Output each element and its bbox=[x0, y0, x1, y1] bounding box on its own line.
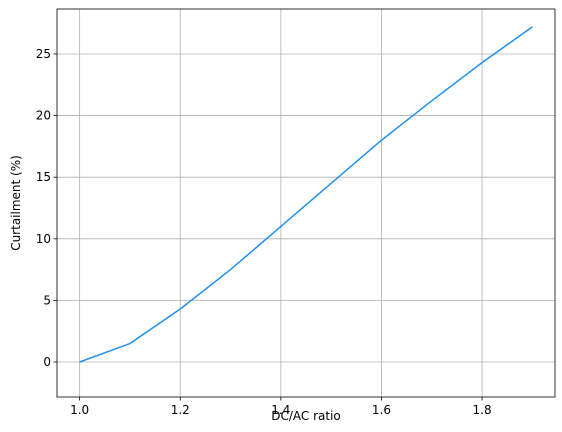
plot-area bbox=[57, 9, 555, 397]
y-tick-label: 5 bbox=[43, 293, 51, 307]
line bbox=[79, 26, 533, 363]
x-tick-label: 1.8 bbox=[473, 403, 492, 417]
y-tick-label: 20 bbox=[36, 109, 51, 123]
y-tick-label: 25 bbox=[36, 47, 51, 61]
y-tick-label: 15 bbox=[36, 170, 51, 184]
x-tick-label: 1.2 bbox=[171, 403, 190, 417]
x-tick-label: 1.6 bbox=[372, 403, 391, 417]
plot-frame bbox=[56, 8, 556, 398]
y-tick-label: 10 bbox=[36, 232, 51, 246]
x-tick-label: 1.0 bbox=[70, 403, 89, 417]
y-axis-label: Curtailment (%) bbox=[9, 155, 23, 251]
x-tick-label: 1.4 bbox=[271, 403, 290, 417]
x-axis-label: DC/AC ratio bbox=[271, 409, 341, 423]
y-tick-label: 0 bbox=[43, 355, 51, 369]
